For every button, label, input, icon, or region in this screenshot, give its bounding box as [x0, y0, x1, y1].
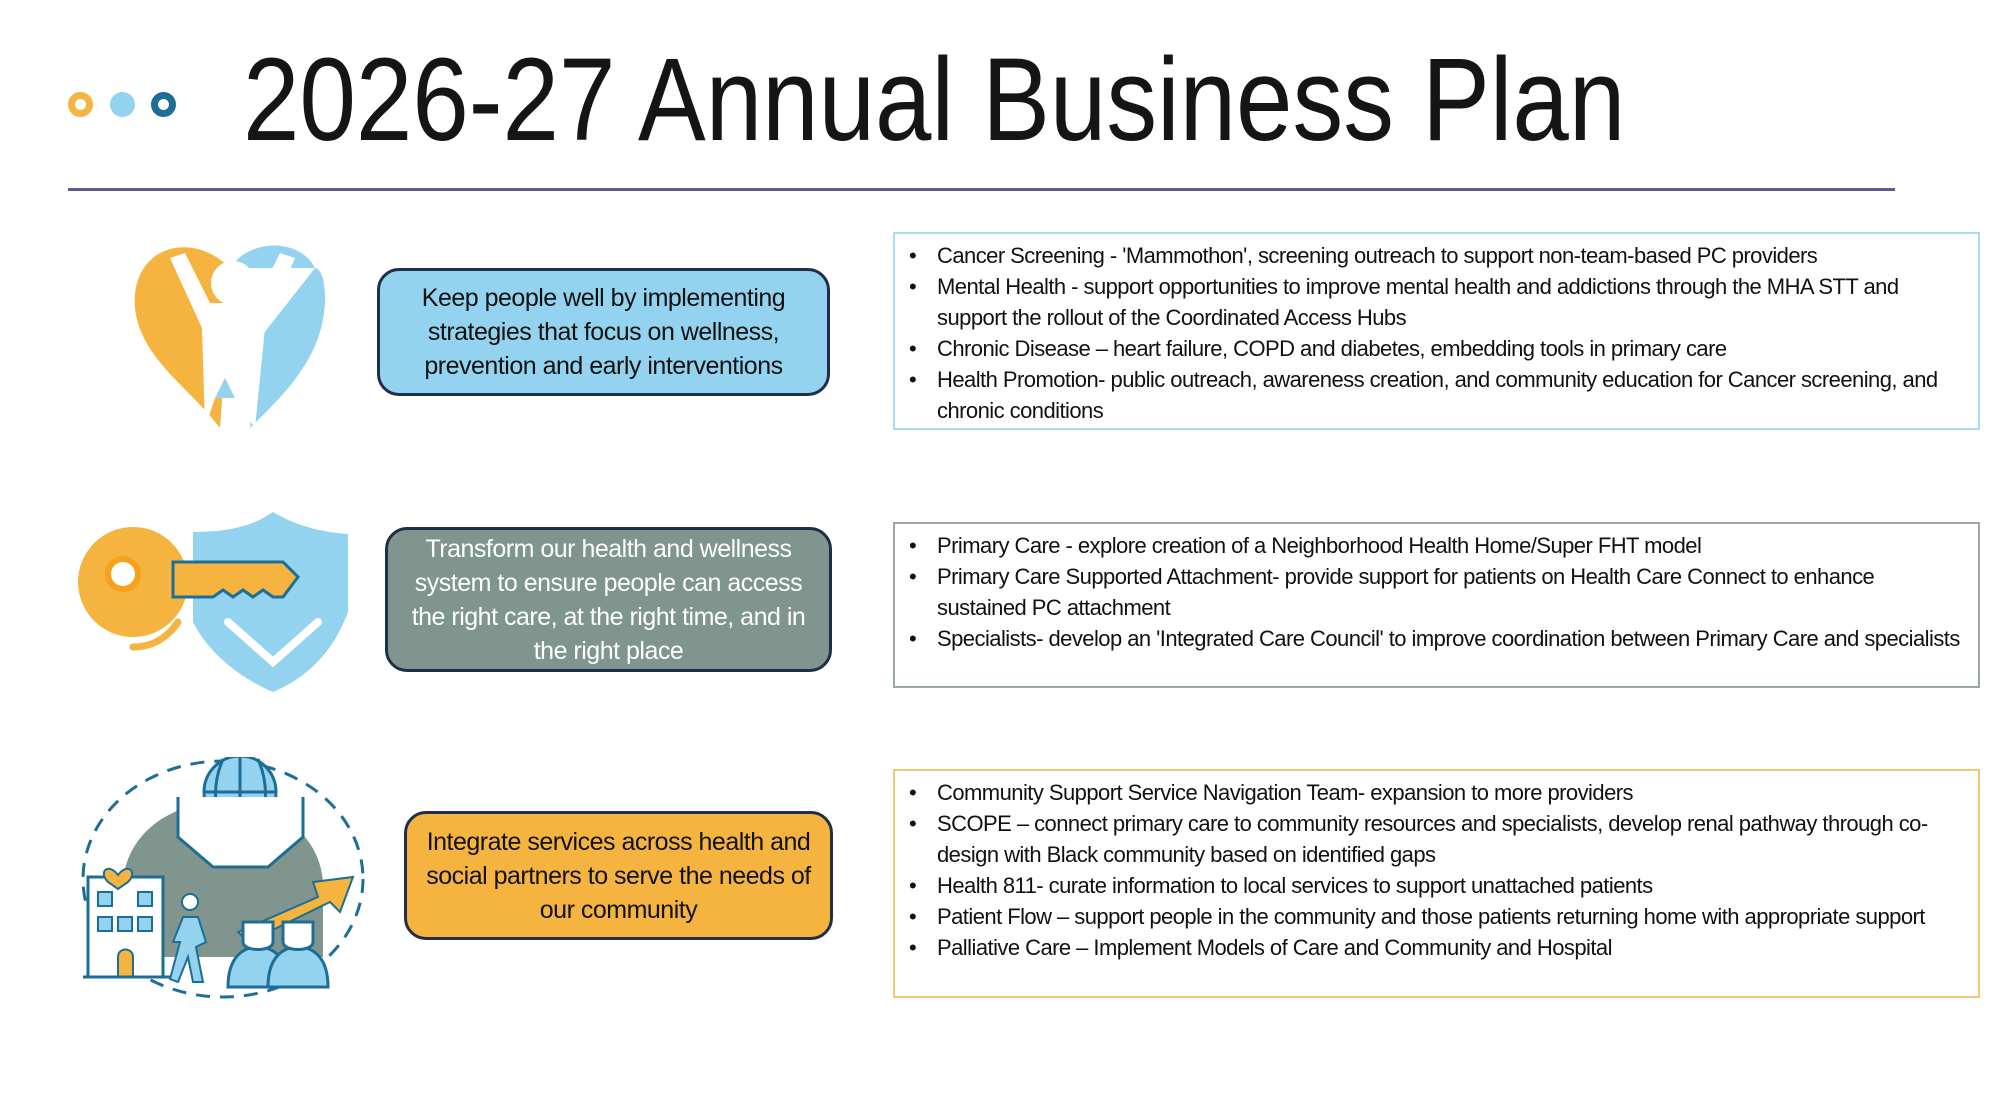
bullet-icon: • — [909, 336, 917, 361]
bullet-icon: • — [909, 564, 917, 589]
title-divider — [68, 188, 1895, 191]
list-item: • Health Promotion- public outreach, awar… — [905, 364, 1966, 426]
bullet-icon: • — [909, 811, 917, 836]
goal-text: Transform our health and wellness system… — [411, 534, 806, 665]
decor-dot-navy — [151, 92, 176, 117]
initiatives-box-integrate: • Community Support Service Navigation Te… — [893, 769, 1980, 998]
initiatives-list: • Community Support Service Navigation Te… — [905, 777, 1966, 963]
decor-dot-blue — [110, 92, 135, 117]
initiatives-box-transform: • Primary Care - explore creation of a Ne… — [893, 522, 1980, 688]
initiatives-list: • Primary Care - explore creation of a Ne… — [905, 530, 1966, 654]
bullet-icon: • — [909, 935, 917, 960]
initiatives-list: • Cancer Screening - 'Mammothon', screeni… — [905, 240, 1966, 426]
decor-dot-orange — [68, 92, 93, 117]
list-item: • Palliative Care – Implement Models of C… — [905, 932, 1966, 963]
list-item: • Specialists- develop an 'Integrated Car… — [905, 623, 1966, 654]
goal-pill-integrate: Integrate services across health and soc… — [404, 811, 833, 940]
bullet-icon: • — [909, 626, 917, 651]
initiatives-box-wellness: • Cancer Screening - 'Mammothon', screeni… — [893, 232, 1980, 430]
bullet-icon: • — [909, 367, 917, 392]
community-integration-icon — [81, 757, 365, 999]
list-item: • Primary Care Supported Attachment- prov… — [905, 561, 1966, 623]
list-item: • SCOPE – connect primary care to communi… — [905, 808, 1966, 870]
list-item: • Chronic Disease – heart failure, COPD a… — [905, 333, 1966, 364]
person-heart-icon — [134, 245, 325, 428]
list-item: • Patient Flow – support people in the co… — [905, 901, 1966, 932]
list-item: • Primary Care - explore creation of a Ne… — [905, 530, 1966, 561]
list-item: • Mental Health - support opportunities t… — [905, 271, 1966, 333]
page-title: 2026-27 Annual Business Plan — [243, 34, 1626, 166]
bullet-icon: • — [909, 873, 917, 898]
bullet-icon: • — [909, 274, 917, 299]
key-shield-icon — [78, 512, 348, 692]
bullet-icon: • — [909, 904, 917, 929]
goal-pill-wellness: Keep people well by implementing strateg… — [377, 268, 830, 396]
goal-text: Keep people well by implementing strateg… — [421, 284, 786, 380]
goal-text: Integrate services across health and soc… — [426, 827, 811, 924]
list-item: • Community Support Service Navigation Te… — [905, 777, 1966, 808]
goal-pill-transform: Transform our health and wellness system… — [385, 527, 832, 672]
bullet-icon: • — [909, 780, 917, 805]
bullet-icon: • — [909, 533, 917, 558]
list-item: • Cancer Screening - 'Mammothon', screeni… — [905, 240, 1966, 271]
list-item: • Health 811- curate information to local… — [905, 870, 1966, 901]
bullet-icon: • — [909, 243, 917, 268]
